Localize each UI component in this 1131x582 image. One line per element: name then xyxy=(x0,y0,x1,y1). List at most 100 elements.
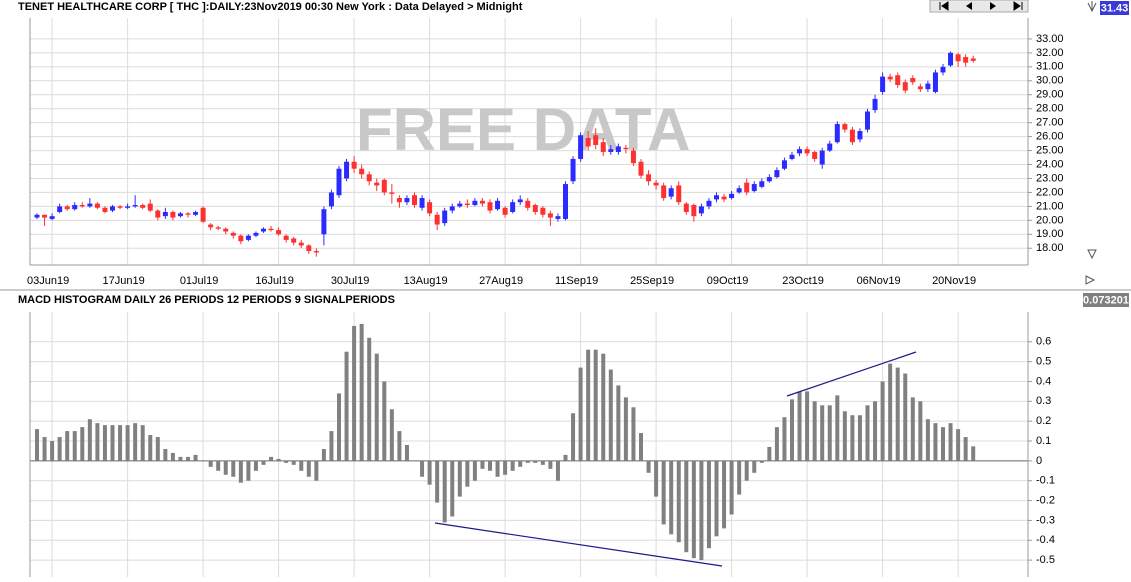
candle-body xyxy=(895,75,901,85)
histogram-bar xyxy=(873,401,878,461)
histogram-bar xyxy=(367,337,372,461)
candle-body xyxy=(464,203,470,205)
y-tick-label: 29.00 xyxy=(1036,89,1064,101)
nav-first[interactable] xyxy=(939,1,949,11)
y-tick-label: 24.00 xyxy=(1036,158,1064,170)
candle-body xyxy=(706,200,712,207)
histogram-bar xyxy=(563,454,568,461)
histogram-bar xyxy=(601,353,606,461)
candle-body xyxy=(215,227,221,229)
x-tick-label: 23Oct19 xyxy=(782,275,824,287)
histogram-bar xyxy=(261,460,266,465)
histogram-bar xyxy=(457,460,462,497)
histogram-bar xyxy=(684,460,689,553)
candle-body xyxy=(472,200,478,205)
candle-body xyxy=(646,174,652,182)
candle-body xyxy=(789,154,795,159)
zoom-icon[interactable] xyxy=(1087,249,1097,260)
nav-bar[interactable] xyxy=(929,0,1029,13)
candle-body xyxy=(668,188,674,197)
y-tick-label: 0.1 xyxy=(1036,435,1051,447)
candle-body xyxy=(64,206,70,210)
candle-body xyxy=(721,196,727,200)
trend-line xyxy=(786,351,917,397)
candle-body xyxy=(608,149,614,152)
candle-body xyxy=(781,160,787,169)
y-tick-label: 26.00 xyxy=(1036,131,1064,143)
candle-body xyxy=(532,204,538,212)
y-tick-label: -0.1 xyxy=(1036,475,1055,487)
x-tick-label: 06Nov19 xyxy=(857,275,901,287)
candle-body xyxy=(321,209,327,235)
candle-body xyxy=(804,149,810,154)
candle-body xyxy=(774,170,780,178)
candle-body xyxy=(744,182,750,193)
nav-prev[interactable] xyxy=(966,2,972,10)
histogram-bar xyxy=(155,437,160,461)
candle-body xyxy=(147,203,153,211)
chart-title: TENET HEALTHCARE CORP [ THC ]:DAILY:23No… xyxy=(18,1,523,13)
candle-body xyxy=(593,135,599,145)
histogram-bar xyxy=(163,448,168,461)
histogram-bar xyxy=(223,460,228,475)
histogram-bar xyxy=(722,460,727,529)
candle-body xyxy=(638,161,644,176)
histogram-bar xyxy=(910,397,915,461)
histogram-bar xyxy=(880,381,885,461)
pan-icon[interactable] xyxy=(1085,275,1096,285)
x-tick-label: 17Jun19 xyxy=(102,275,144,287)
candle-body xyxy=(140,204,146,208)
histogram-bar xyxy=(337,393,341,461)
histogram-bar xyxy=(253,460,258,471)
histogram-bar xyxy=(276,458,281,461)
candle-body xyxy=(132,204,138,207)
candle-body xyxy=(374,182,380,186)
candle-body xyxy=(72,204,78,210)
candle-body xyxy=(683,203,689,212)
candle-body xyxy=(714,195,719,200)
nav-next[interactable] xyxy=(990,2,996,10)
histogram-bar xyxy=(359,323,364,461)
histogram-bar xyxy=(178,456,183,461)
candle-body xyxy=(797,149,803,154)
histogram-bar xyxy=(759,460,764,463)
histogram-bar xyxy=(374,353,379,461)
histogram-bar xyxy=(246,460,251,481)
nav-last[interactable] xyxy=(1013,1,1023,11)
y-tick-label: -0.3 xyxy=(1036,514,1055,526)
histogram-bar xyxy=(35,429,39,461)
macd-title: MACD HISTOGRAM DAILY 26 PERIODS 12 PERIO… xyxy=(18,294,395,306)
histogram-bar xyxy=(216,460,221,471)
histogram-bar xyxy=(57,437,62,461)
candle-body xyxy=(917,86,923,90)
histogram-bar xyxy=(480,460,485,469)
histogram-bar xyxy=(87,419,92,461)
histogram-bar xyxy=(533,460,538,463)
histogram-bar xyxy=(397,431,402,461)
candle-body xyxy=(653,182,659,186)
histogram-bar xyxy=(472,460,477,481)
histogram-bar xyxy=(238,460,243,483)
candle-body xyxy=(910,78,916,83)
histogram-bar xyxy=(835,395,840,461)
x-tick-label: 11Sep19 xyxy=(555,275,598,287)
histogram-bar xyxy=(631,407,636,461)
candle-body xyxy=(276,230,282,235)
histogram-bar xyxy=(956,429,961,461)
candle-body xyxy=(261,228,266,232)
histogram-bar xyxy=(65,431,70,461)
histogram-bar xyxy=(148,435,153,461)
candle-body xyxy=(970,58,976,61)
y-tick-label: 0 xyxy=(1036,455,1042,467)
histogram-bar xyxy=(767,446,772,461)
candle-body xyxy=(812,151,818,159)
scroll-icon[interactable] xyxy=(1087,1,1097,13)
histogram-bar xyxy=(118,425,123,461)
candle-body xyxy=(366,174,372,182)
candle-body xyxy=(766,177,772,182)
candle-body xyxy=(79,204,85,207)
nav-buttons[interactable] xyxy=(929,0,1029,13)
candle-body xyxy=(200,207,206,222)
candle-body xyxy=(110,206,115,211)
